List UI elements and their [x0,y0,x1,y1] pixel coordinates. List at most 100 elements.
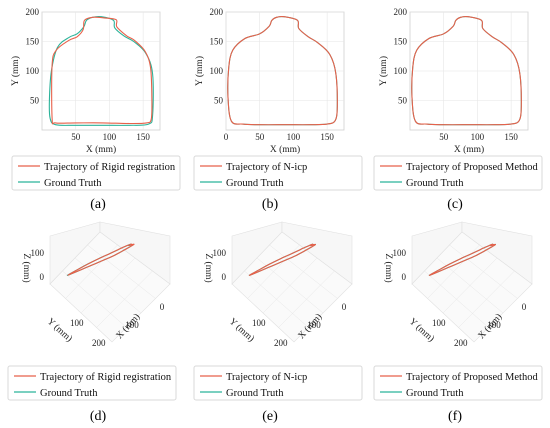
legend-label: Trajectory of Proposed Method [406,162,538,173]
series-line-trajectory [51,16,153,125]
caption: (f) [448,409,462,424]
x-tick-label: 0 [160,302,165,312]
series-line-trajectory [67,243,135,276]
z-tick-label: 100 [393,248,407,258]
y-tick-label: 200 [274,338,288,348]
grid-line [278,270,335,328]
grid-line [458,270,515,328]
legend-label: Trajectory of Rigid registration [44,162,176,173]
legend-label: Ground Truth [40,388,98,399]
x-tick-label: 100 [487,320,501,330]
y-tick-label: 150 [394,37,408,47]
grid-line [87,244,156,299]
y-tick-label: 200 [26,7,40,17]
x-axis-label: X (mm) [454,144,484,155]
x-tick-label: 100 [103,132,117,142]
z-tick-label: 100 [213,248,227,258]
x-axis-label: X (mm) [86,144,116,155]
panel-b: 0 50 100 150 50 100 150 200 X (mm) Y (mm) [194,7,345,155]
legend: Trajectory of Rigid registration Ground T… [7,365,177,401]
y-tick-label: 100 [210,66,224,76]
x-tick-label: 50 [439,132,449,142]
x-tick-label: 50 [255,132,265,142]
y-tick-label: 100 [252,318,266,328]
caption: (b) [262,197,279,212]
y-axis-label: Y (mm) [10,56,21,86]
legend: Trajectory of N-icp Ground Truth [193,155,363,191]
y-tick-label: 50 [30,96,40,106]
x-tick-label: 0 [342,302,347,312]
y-axis-label: Y (mm) [194,56,205,86]
legend-box [373,155,543,191]
grid-line [262,257,318,314]
series-line-trajectory [248,243,317,276]
legend-label: Trajectory of N-icp [226,162,307,173]
caption: (c) [447,197,463,212]
series-line-trajectory [227,15,338,126]
y-tick-label: 200 [210,7,224,17]
legend-label: Ground Truth [226,388,284,399]
grid-line [96,270,153,328]
z-tick-label: 100 [31,248,45,258]
legend-box [11,155,181,191]
legend-label: Trajectory of Rigid registration [40,372,172,383]
x-tick-label: 150 [320,132,334,142]
z-axis-label: Z (mm) [203,253,214,282]
legend-box [193,365,363,401]
x-tick-label: 50 [71,132,81,142]
y-tick-label: 100 [70,318,84,328]
panel-a: 50 100 150 50 100 150 200 X (mm) Y (mm) [10,7,161,155]
y-tick-label: 50 [214,96,224,106]
legend: Trajectory of Proposed Method Ground Trut… [373,365,543,401]
y-tick-label: 200 [454,338,468,348]
y-axis-label: Y (mm) [378,56,389,86]
legend-label: Ground Truth [406,388,464,399]
x-tick-label: 150 [136,132,150,142]
x-tick-label: 100 [125,320,139,330]
y-tick-label: 150 [210,37,224,47]
series-line-trajectory [428,243,497,276]
legend-label: Ground Truth [44,178,102,189]
legend: Trajectory of Proposed Method Ground Trut… [373,155,543,191]
z-axis-label: Z (mm) [21,253,32,282]
x-tick-label: 100 [471,132,485,142]
y-tick-label: 200 [92,338,106,348]
x-tick-label: 100 [307,320,321,330]
panel-c: 50 100 150 50 100 150 200 X (mm) Y (mm) [378,7,529,155]
grid-line [449,244,518,299]
grid-line [442,257,498,314]
x-axis-label: X (mm) [270,144,300,155]
grid-line [269,244,338,299]
grid-line [80,257,136,314]
caption: (a) [90,197,106,212]
legend-box [7,365,177,401]
y-tick-label: 100 [432,318,446,328]
series-line-ground_truth [48,15,154,126]
caption: (d) [90,409,107,424]
y-tick-label: 200 [394,7,408,17]
x-tick-label: 0 [522,302,527,312]
legend: Trajectory of N-icp Ground Truth [193,365,363,401]
z-tick-label: 0 [402,272,407,282]
z-tick-label: 0 [222,272,227,282]
legend-label: Trajectory of N-icp [226,372,307,383]
caption: (e) [262,409,278,424]
legend-box [373,365,543,401]
x-tick-label: 100 [287,132,301,142]
y-tick-label: 50 [398,96,408,106]
x-tick-label: 0 [224,132,229,142]
series-line-trajectory [411,15,522,126]
y-tick-label: 150 [26,37,40,47]
legend-label: Trajectory of Proposed Method [406,372,538,383]
legend: Trajectory of Rigid registration Ground T… [11,155,181,191]
z-axis-label: Z (mm) [383,253,394,282]
z-tick-label: 0 [40,272,45,282]
y-tick-label: 100 [26,66,40,76]
legend-box [193,155,363,191]
x-tick-label: 150 [504,132,518,142]
legend-label: Ground Truth [226,178,284,189]
